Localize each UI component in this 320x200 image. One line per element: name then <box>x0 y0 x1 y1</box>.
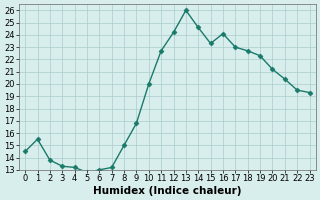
X-axis label: Humidex (Indice chaleur): Humidex (Indice chaleur) <box>93 186 242 196</box>
